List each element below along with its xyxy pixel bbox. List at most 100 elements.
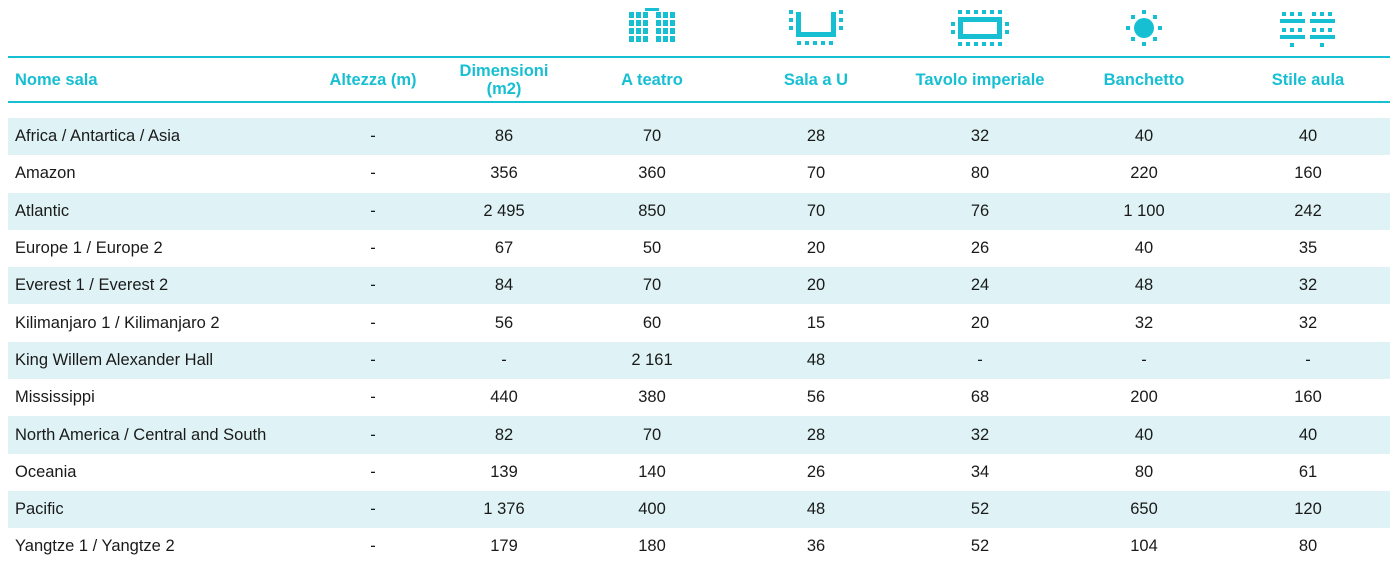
table-row: Yangtze 1 / Yangtze 2 - 179 180 36 52 104 80 xyxy=(8,528,1390,565)
table-row: Kilimanjaro 1 / Kilimanjaro 2 - 56 60 15 20 32… xyxy=(8,304,1390,341)
cell-name: Europe 1 / Europe 2 xyxy=(15,239,163,258)
cell-boardroom: 32 xyxy=(970,127,990,146)
cell-boardroom: - xyxy=(977,350,983,369)
header-classroom: Stile aula xyxy=(1271,70,1345,89)
table-row: Pacific - 1 376 400 48 52 650 120 xyxy=(8,490,1390,529)
cell-boardroom: 32 xyxy=(970,425,990,444)
cell-theatre: 180 xyxy=(638,537,666,556)
boardroom-table-icon xyxy=(948,6,1012,50)
cell-theatre: 70 xyxy=(642,276,662,295)
table-row: Atlantic - 2 495 850 70 76 1 100 242 xyxy=(8,192,1390,230)
cell-theatre: 60 xyxy=(642,313,662,332)
cell-banquet: 48 xyxy=(1134,276,1154,295)
cell-banquet: 40 xyxy=(1134,425,1154,444)
cell-name: Amazon xyxy=(15,164,76,183)
cell-u-shape: 70 xyxy=(806,164,826,183)
cell-theatre: 360 xyxy=(638,164,666,183)
table-row: North America / Central and South - 82 70 28… xyxy=(8,416,1390,454)
cell-classroom: 242 xyxy=(1294,201,1322,220)
cell-u-shape: 48 xyxy=(806,500,826,519)
cell-height: - xyxy=(370,537,376,556)
table-row: Oceania - 139 140 26 34 80 61 xyxy=(8,454,1390,491)
cell-height: - xyxy=(370,127,376,146)
cell-u-shape: 26 xyxy=(806,462,826,481)
cell-height: - xyxy=(370,462,376,481)
cell-theatre: 380 xyxy=(638,388,666,407)
cell-banquet: 200 xyxy=(1130,388,1158,407)
banquet-round-table-icon xyxy=(1112,6,1176,50)
cell-name: Africa / Antartica / Asia xyxy=(15,127,181,146)
cell-banquet: 40 xyxy=(1134,239,1154,258)
table-row: Amazon - 356 360 70 80 220 160 xyxy=(8,155,1390,192)
cell-u-shape: 36 xyxy=(806,537,826,556)
header-height: Altezza (m) xyxy=(329,70,417,89)
table-row: Europe 1 / Europe 2 - 67 50 20 26 40 35 xyxy=(8,230,1390,267)
header-name: Nome sala xyxy=(15,70,98,89)
header-banquet: Banchetto xyxy=(1103,70,1185,89)
theatre-seating-icon xyxy=(620,6,684,50)
classroom-seating-icon xyxy=(1276,6,1340,50)
cell-boardroom: 68 xyxy=(970,388,990,407)
cell-banquet: 1 100 xyxy=(1123,201,1165,220)
table-body: Africa / Antartica / Asia - 86 70 28 32 40 40 Am… xyxy=(8,118,1390,566)
cell-dimensions: 139 xyxy=(490,462,518,481)
cell-classroom: 160 xyxy=(1294,388,1322,407)
cell-u-shape: 15 xyxy=(806,313,826,332)
cell-dimensions: 179 xyxy=(490,537,518,556)
cell-boardroom: 26 xyxy=(970,239,990,258)
cell-banquet: 220 xyxy=(1130,164,1158,183)
cell-classroom: 120 xyxy=(1294,500,1322,519)
cell-banquet: 40 xyxy=(1134,127,1154,146)
u-shape-seating-icon xyxy=(784,6,848,50)
cell-name: Kilimanjaro 1 / Kilimanjaro 2 xyxy=(15,313,220,332)
cell-dimensions: 440 xyxy=(490,388,518,407)
cell-height: - xyxy=(370,388,376,407)
cell-name: Oceania xyxy=(15,462,77,481)
cell-name: Mississippi xyxy=(15,388,95,407)
cell-classroom: 32 xyxy=(1298,313,1318,332)
table-row: Everest 1 / Everest 2 - 84 70 20 24 48 32 xyxy=(8,267,1390,305)
cell-banquet: 80 xyxy=(1134,462,1154,481)
cell-height: - xyxy=(370,313,376,332)
header-top-rule xyxy=(8,56,1390,58)
header-bottom-rule xyxy=(8,101,1390,103)
table-row: Mississippi - 440 380 56 68 200 160 xyxy=(8,379,1390,416)
cell-dimensions: 2 495 xyxy=(483,201,525,220)
cell-theatre: 70 xyxy=(642,127,662,146)
cell-name: Pacific xyxy=(15,500,64,519)
cell-banquet: 104 xyxy=(1130,537,1158,556)
cell-boardroom: 24 xyxy=(970,276,990,295)
header-u-shape: Sala a U xyxy=(783,70,849,89)
cell-boardroom: 76 xyxy=(970,201,990,220)
cell-name: North America / Central and South xyxy=(15,425,267,444)
cell-height: - xyxy=(370,164,376,183)
header-theatre: A teatro xyxy=(621,70,683,89)
cell-boardroom: 80 xyxy=(970,164,990,183)
cell-theatre: 400 xyxy=(638,500,666,519)
header-dimensions: Dimensioni (m2) xyxy=(459,61,549,98)
cell-height: - xyxy=(370,239,376,258)
cell-banquet: 650 xyxy=(1130,500,1158,519)
cell-banquet: 32 xyxy=(1134,313,1154,332)
cell-classroom: 160 xyxy=(1294,164,1322,183)
cell-boardroom: 52 xyxy=(970,500,990,519)
cell-banquet: - xyxy=(1141,350,1147,369)
cell-dimensions: - xyxy=(501,350,507,369)
cell-height: - xyxy=(370,350,376,369)
cell-u-shape: 56 xyxy=(806,388,826,407)
cell-classroom: - xyxy=(1305,350,1311,369)
cell-u-shape: 70 xyxy=(806,201,826,220)
cell-name: Yangtze 1 / Yangtze 2 xyxy=(15,537,175,556)
cell-u-shape: 20 xyxy=(806,276,826,295)
cell-u-shape: 28 xyxy=(806,127,826,146)
cell-dimensions: 1 376 xyxy=(483,500,525,519)
cell-dimensions: 67 xyxy=(494,239,514,258)
table-row: King Willem Alexander Hall - - 2 161 48 - - - xyxy=(8,341,1390,380)
cell-classroom: 80 xyxy=(1298,537,1318,556)
cell-name: Atlantic xyxy=(15,201,70,220)
cell-name: King Willem Alexander Hall xyxy=(15,350,214,369)
cell-theatre: 50 xyxy=(642,239,662,258)
cell-boardroom: 34 xyxy=(970,462,990,481)
cell-classroom: 40 xyxy=(1298,425,1318,444)
cell-dimensions: 82 xyxy=(494,425,514,444)
